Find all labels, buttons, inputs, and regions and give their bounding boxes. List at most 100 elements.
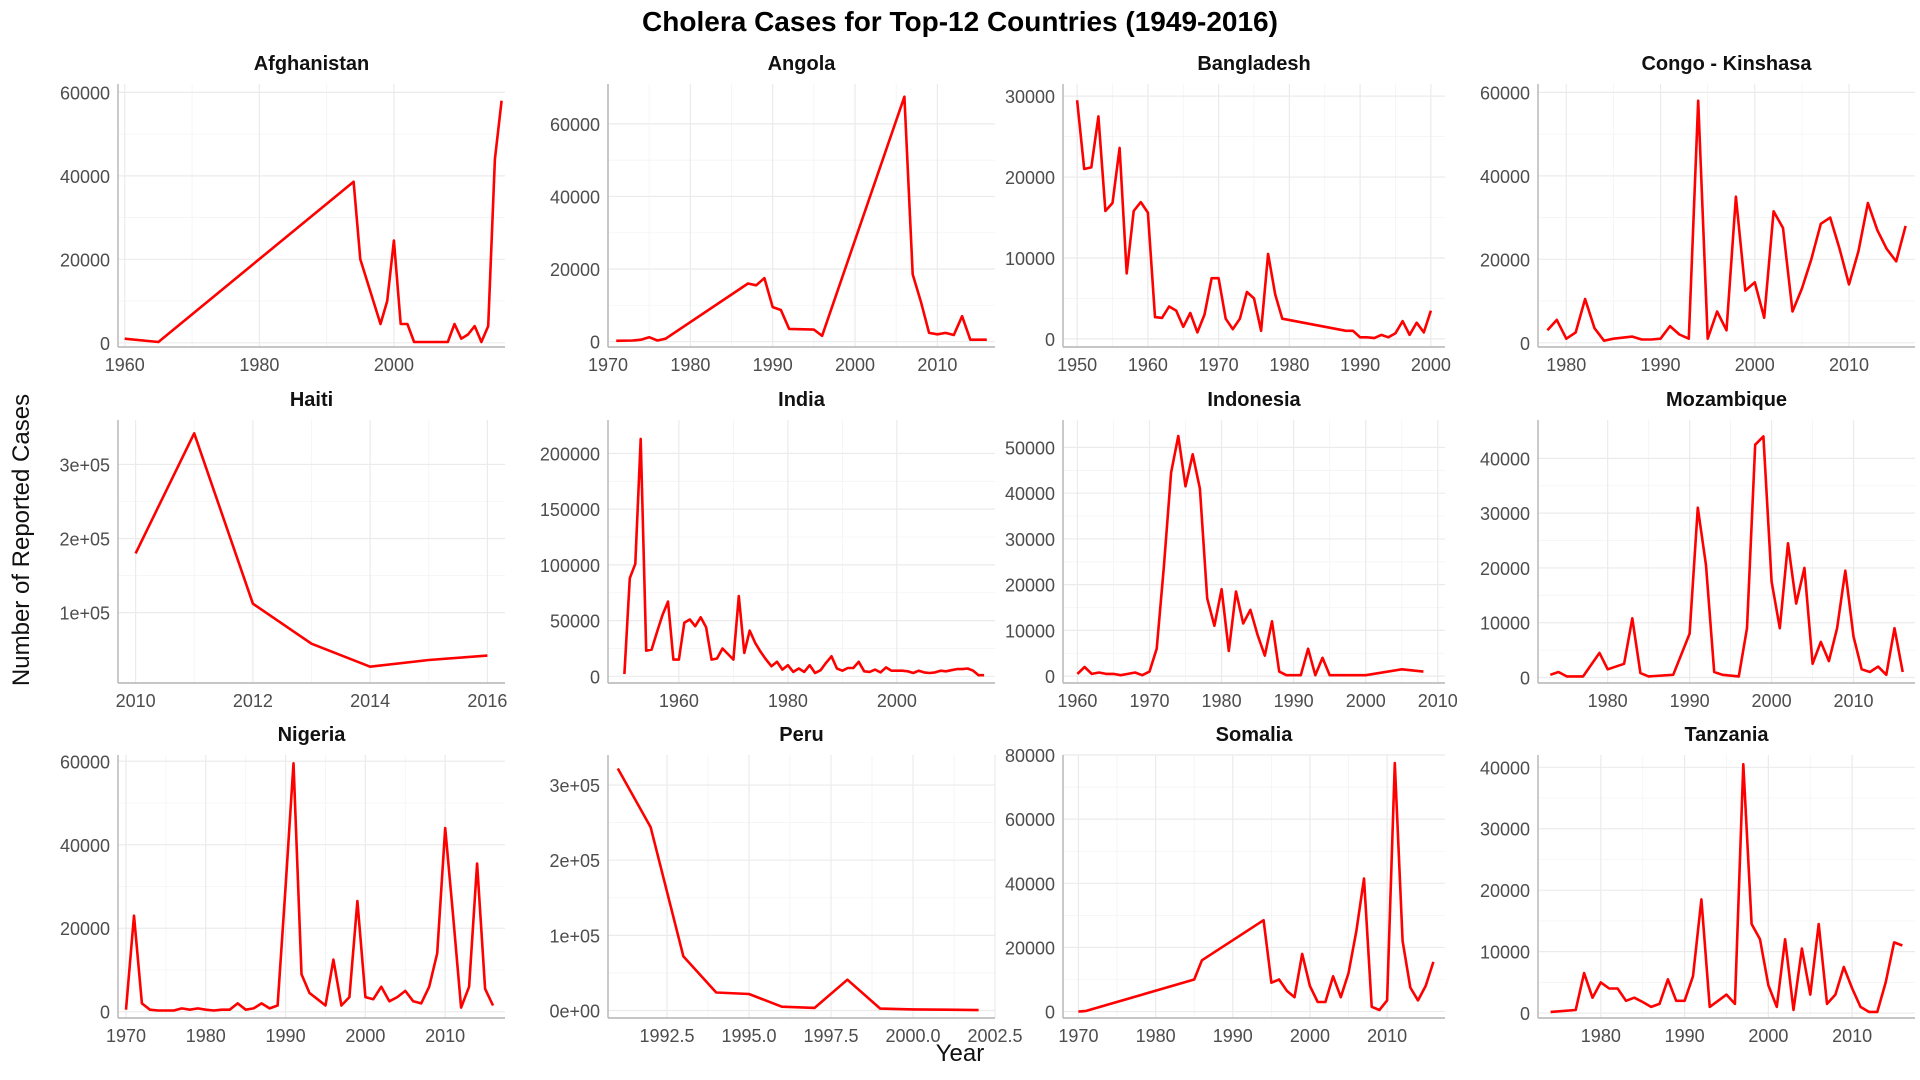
x-tick-label: 1980 bbox=[768, 691, 808, 711]
y-axis-title: Number of Reported Cases bbox=[8, 393, 35, 687]
panel-afghanistan: Afghanistan 0 20000 40000 60000 1960 1980 2000 bbox=[60, 53, 505, 375]
x-tick-label: 1970 bbox=[1129, 691, 1169, 711]
x-tick-label: 1995.0 bbox=[721, 1026, 776, 1046]
series-line-congo-kinshasa bbox=[1546, 99, 1907, 343]
x-tick-label: 1980 bbox=[186, 1026, 226, 1046]
x-tick-label: 1980 bbox=[1136, 1026, 1176, 1046]
y-tick-label: 0 bbox=[590, 333, 600, 353]
x-tick-label: 2000 bbox=[1752, 691, 1792, 711]
panel-title: Afghanistan bbox=[254, 53, 370, 75]
x-tick-label: 2000 bbox=[877, 691, 917, 711]
x-tick-label: 2010 bbox=[1367, 1026, 1407, 1046]
y-tick-label: 30000 bbox=[1480, 820, 1530, 840]
x-tick-label: 2010 bbox=[1829, 355, 1869, 375]
x-tick-label: 1980 bbox=[1546, 355, 1586, 375]
series-line-tanzania bbox=[1550, 762, 1903, 1014]
x-tick-label: 1990 bbox=[266, 1026, 306, 1046]
x-tick-label: 1990 bbox=[1665, 1026, 1705, 1046]
y-tick-label: 20000 bbox=[1480, 559, 1530, 579]
x-tick-label: 1990 bbox=[1670, 691, 1710, 711]
y-tick-label: 0 bbox=[1045, 330, 1055, 350]
panel-title: Congo - Kinshasa bbox=[1641, 53, 1812, 75]
x-tick-label: 2000 bbox=[835, 355, 875, 375]
panel-title: Angola bbox=[768, 53, 837, 75]
x-tick-label: 1990 bbox=[1641, 355, 1681, 375]
y-tick-label: 40000 bbox=[60, 167, 110, 187]
panel-title: India bbox=[778, 389, 826, 411]
x-tick-label: 2010 bbox=[1832, 1026, 1872, 1046]
y-tick-label: 50000 bbox=[1005, 438, 1055, 458]
y-tick-label: 20000 bbox=[1005, 938, 1055, 958]
x-axis-title: Year bbox=[935, 1040, 985, 1067]
x-tick-label: 1992.5 bbox=[640, 1026, 695, 1046]
panel-title: Haiti bbox=[290, 389, 333, 411]
y-tick-label: 20000 bbox=[1005, 168, 1055, 188]
y-tick-label: 30000 bbox=[1005, 87, 1055, 107]
y-tick-label: 20000 bbox=[1480, 250, 1530, 270]
series-line-nigeria bbox=[124, 761, 495, 1012]
y-tick-label: 0 bbox=[1045, 1003, 1055, 1023]
series-line-india bbox=[623, 437, 985, 677]
y-tick-label: 2e+05 bbox=[59, 530, 110, 550]
panel-tanzania: Tanzania 0 10000 20000 30000 40000 1980 1990 200… bbox=[1480, 724, 1915, 1046]
panel-nigeria: Nigeria 0 20000 40000 60000 1970 1980 1990 2000 2… bbox=[60, 724, 505, 1046]
y-tick-label: 50000 bbox=[550, 612, 600, 632]
x-tick-label: 2010 bbox=[917, 355, 957, 375]
series-line-haiti bbox=[134, 431, 488, 669]
y-tick-label: 60000 bbox=[1005, 810, 1055, 830]
y-tick-label: 0 bbox=[1520, 334, 1530, 354]
y-tick-label: 3e+05 bbox=[549, 776, 600, 796]
y-tick-label: 40000 bbox=[1005, 484, 1055, 504]
y-tick-label: 1e+05 bbox=[59, 604, 110, 624]
x-tick-label: 2016 bbox=[467, 691, 507, 711]
x-tick-label: 1990 bbox=[1213, 1026, 1253, 1046]
panel-title: Nigeria bbox=[278, 724, 347, 746]
x-tick-label: 2000 bbox=[345, 1026, 385, 1046]
x-tick-label: 1990 bbox=[1340, 355, 1380, 375]
x-tick-label: 1980 bbox=[1581, 1026, 1621, 1046]
x-tick-label: 2000 bbox=[1290, 1026, 1330, 1046]
series-line-mozambique bbox=[1549, 435, 1904, 678]
x-tick-label: 2000 bbox=[374, 355, 414, 375]
x-tick-label: 1960 bbox=[1057, 691, 1097, 711]
y-tick-label: 0e+00 bbox=[549, 1001, 600, 1021]
x-tick-label: 1960 bbox=[1128, 355, 1168, 375]
series-line-peru bbox=[616, 767, 979, 1012]
x-tick-label: 1990 bbox=[753, 355, 793, 375]
x-tick-label: 2000.0 bbox=[885, 1026, 940, 1046]
x-tick-label: 2010 bbox=[1834, 691, 1874, 711]
x-tick-label: 2000 bbox=[1735, 355, 1775, 375]
y-tick-label: 0 bbox=[1520, 1004, 1530, 1024]
series-line-somalia bbox=[1078, 761, 1435, 1013]
y-tick-label: 60000 bbox=[60, 752, 110, 772]
x-tick-label: 2010 bbox=[116, 691, 156, 711]
panel-angola: Angola 0 20000 40000 60000 1970 1980 1990 2000 20… bbox=[550, 53, 995, 375]
panel-indonesia: Indonesia 0 10000 20000 30000 40000 50000 1960 1… bbox=[1005, 389, 1458, 711]
panel-title: Somalia bbox=[1216, 724, 1294, 746]
y-tick-label: 60000 bbox=[550, 115, 600, 135]
series-line-afghanistan bbox=[124, 100, 503, 344]
panel-peru: Peru 0e+00 1e+05 2e+05 3e+05 1992.5 1995.0 1997… bbox=[549, 724, 1022, 1046]
y-tick-label: 40000 bbox=[1480, 758, 1530, 778]
y-tick-label: 40000 bbox=[1480, 167, 1530, 187]
y-tick-label: 20000 bbox=[550, 260, 600, 280]
panel-congo-kinshasa: Congo - Kinshasa 0 20000 40000 60000 1980 1990… bbox=[1480, 53, 1915, 375]
y-tick-label: 20000 bbox=[1480, 881, 1530, 901]
panel-title: Tanzania bbox=[1684, 724, 1769, 746]
y-tick-label: 30000 bbox=[1480, 504, 1530, 524]
x-tick-label: 1970 bbox=[588, 355, 628, 375]
x-tick-label: 2000 bbox=[1748, 1026, 1788, 1046]
y-tick-label: 40000 bbox=[1005, 874, 1055, 894]
x-tick-label: 2000 bbox=[1346, 691, 1386, 711]
x-tick-label: 1980 bbox=[239, 355, 279, 375]
panel-bangladesh: Bangladesh 0 10000 20000 30000 1950 1960 1970 19… bbox=[1005, 53, 1451, 375]
x-tick-label: 1980 bbox=[1202, 691, 1242, 711]
series-line-bangladesh bbox=[1075, 100, 1433, 340]
x-tick-label: 2002.5 bbox=[967, 1026, 1022, 1046]
panel-title: Indonesia bbox=[1207, 389, 1301, 411]
x-tick-label: 1960 bbox=[659, 691, 699, 711]
y-tick-label: 20000 bbox=[60, 919, 110, 939]
x-tick-label: 2014 bbox=[350, 691, 390, 711]
y-tick-label: 60000 bbox=[60, 83, 110, 103]
